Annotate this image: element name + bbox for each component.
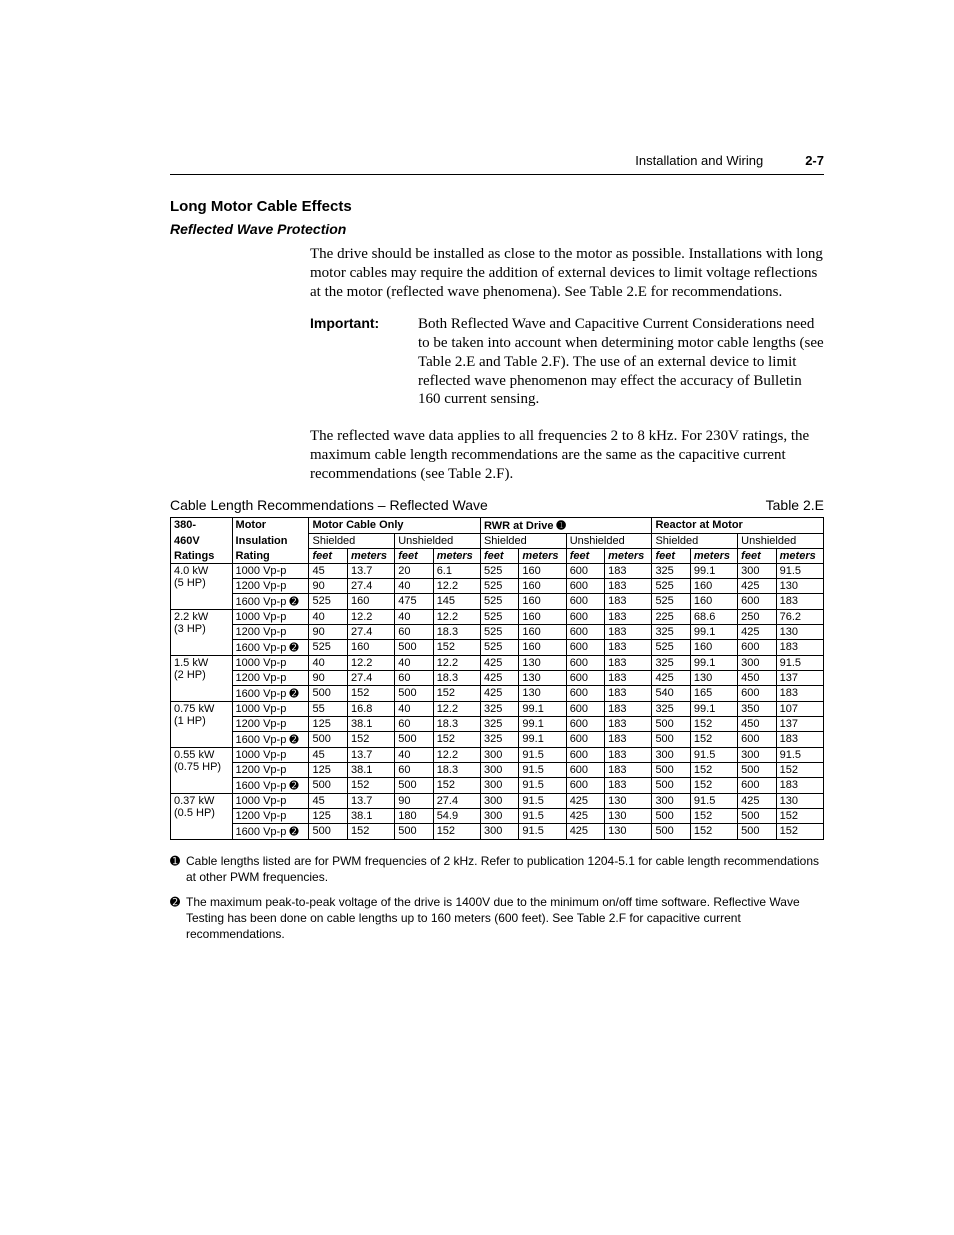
table-body: 4.0 kW(5 HP)1000 Vp-p4513.7206.152516060… [171,564,824,840]
important-note: Important: Both Reflected Wave and Capac… [310,315,824,409]
table-row: 1600 Vp-p ➋50015250015232599.16001835001… [171,732,824,748]
table-row: 1600 Vp-p ➋52516047514552516060018352516… [171,594,824,610]
table-caption: Cable Length Recommendations – Reflected… [170,497,824,513]
important-text: Both Reflected Wave and Capacitive Curre… [418,315,824,409]
table-row: 4.0 kW(5 HP)1000 Vp-p4513.7206.152516060… [171,564,824,579]
page: Installation and Wiring 2-7 Long Motor C… [0,0,954,1235]
table-row: 1200 Vp-p12538.16018.330091.560018350015… [171,763,824,778]
table-row: 1200 Vp-p9027.46018.34251306001834251304… [171,671,824,686]
header-page-number: 2-7 [805,153,824,168]
running-header: Installation and Wiring 2-7 [170,153,824,175]
content-area: Long Motor Cable Effects Reflected Wave … [170,198,824,942]
important-label: Important: [310,315,418,409]
section-heading: Long Motor Cable Effects [170,198,824,215]
table-row: 1600 Vp-p ➋50015250015230091.54251305001… [171,824,824,840]
table-row: 1600 Vp-p ➋52516050015252516060018352516… [171,640,824,656]
table-row: 1200 Vp-p12538.118054.930091.54251305001… [171,809,824,824]
body-indent: The drive should be installed as close t… [310,245,824,483]
table-row: 1200 Vp-p9027.44012.25251606001835251604… [171,579,824,594]
footnote-mark-1: ➊ [170,854,186,885]
footnote-1: ➊ Cable lengths listed are for PWM frequ… [170,854,824,885]
table-row: 1.5 kW(2 HP)1000 Vp-p4012.24012.24251306… [171,656,824,671]
header-section: Installation and Wiring [635,153,763,168]
closing-paragraph: The reflected wave data applies to all f… [310,427,824,483]
table-row: 1600 Vp-p ➋50015250015230091.56001835001… [171,778,824,794]
table-caption-left: Cable Length Recommendations – Reflected… [170,497,488,513]
table-head: 380-MotorMotor Cable OnlyRWR at Drive ➊R… [171,518,824,564]
table-row: 1200 Vp-p12538.16018.332599.160018350015… [171,717,824,732]
subsection-heading: Reflected Wave Protection [170,221,824,237]
table-row: 0.37 kW(0.5 HP)1000 Vp-p4513.79027.43009… [171,794,824,809]
footnote-text-2: The maximum peak-to-peak voltage of the … [186,895,824,942]
footnotes: ➊ Cable lengths listed are for PWM frequ… [170,854,824,942]
footnote-2: ➋ The maximum peak-to-peak voltage of th… [170,895,824,942]
footnote-text-1: Cable lengths listed are for PWM frequen… [186,854,824,885]
table-row: 1600 Vp-p ➋50015250015242513060018354016… [171,686,824,702]
table-row: 0.55 kW(0.75 HP)1000 Vp-p4513.74012.2300… [171,748,824,763]
table-row: 2.2 kW(3 HP)1000 Vp-p4012.24012.25251606… [171,610,824,625]
table-caption-right: Table 2.E [766,497,824,513]
intro-paragraph: The drive should be installed as close t… [310,245,824,301]
footnote-mark-2: ➋ [170,895,186,942]
cable-length-table: 380-MotorMotor Cable OnlyRWR at Drive ➊R… [170,517,824,840]
table-row: 1200 Vp-p9027.46018.352516060018332599.1… [171,625,824,640]
table-row: 0.75 kW(1 HP)1000 Vp-p5516.84012.232599.… [171,702,824,717]
